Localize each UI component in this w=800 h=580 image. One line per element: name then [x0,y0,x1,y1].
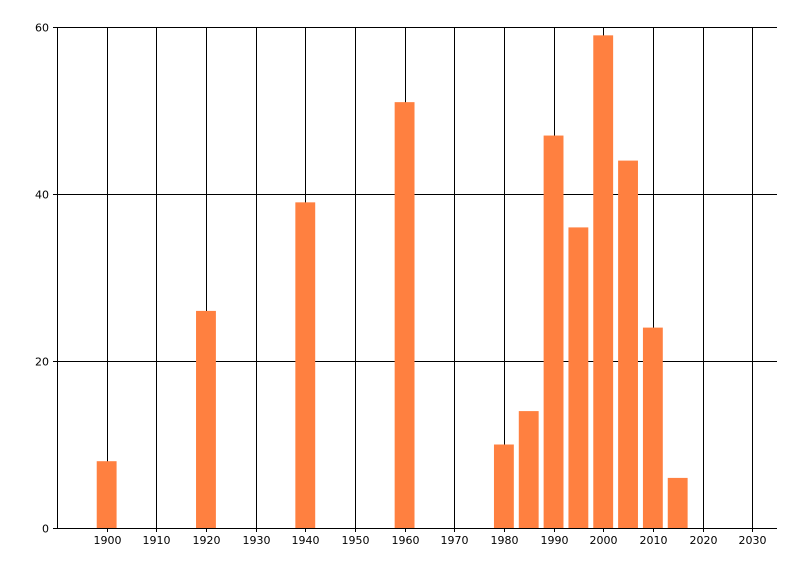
y-tick-label: 40 [35,189,49,202]
bar [518,411,539,528]
bar [642,327,663,528]
y-tick-label: 0 [42,523,49,536]
bar [295,202,316,528]
x-tick-label: 1930 [243,534,271,547]
x-tick-label: 1970 [441,534,469,547]
x-tick-label: 2010 [640,534,668,547]
x-tick-label: 1960 [392,534,420,547]
bar [196,310,216,528]
x-tick-label: 1940 [292,534,320,547]
bar [96,461,117,528]
x-tick-label: 1910 [143,534,171,547]
bar [568,227,589,528]
bar [593,35,614,528]
axis-layer [53,27,777,532]
x-tick-label: 1900 [94,534,122,547]
label-layer: 1900 1910 1920 1930 1940 1950 1960 1970 1980 1990… [35,22,767,548]
bar [667,477,688,528]
bar [394,102,415,529]
x-tick-label: 1980 [491,534,519,547]
y-tick-label: 20 [35,356,49,369]
x-tick-label: 1990 [541,534,569,547]
x-tick-label: 2030 [739,534,767,547]
grid-layer [57,27,777,529]
x-tick-label: 2000 [590,534,618,547]
bar [493,444,514,528]
y-tick-label: 60 [35,22,49,35]
bar-layer [96,35,688,529]
x-tick-label: 1920 [193,534,221,547]
bar [543,135,564,529]
x-tick-label: 2020 [690,534,718,547]
bar [618,160,638,528]
x-tick-label: 1950 [342,534,370,547]
